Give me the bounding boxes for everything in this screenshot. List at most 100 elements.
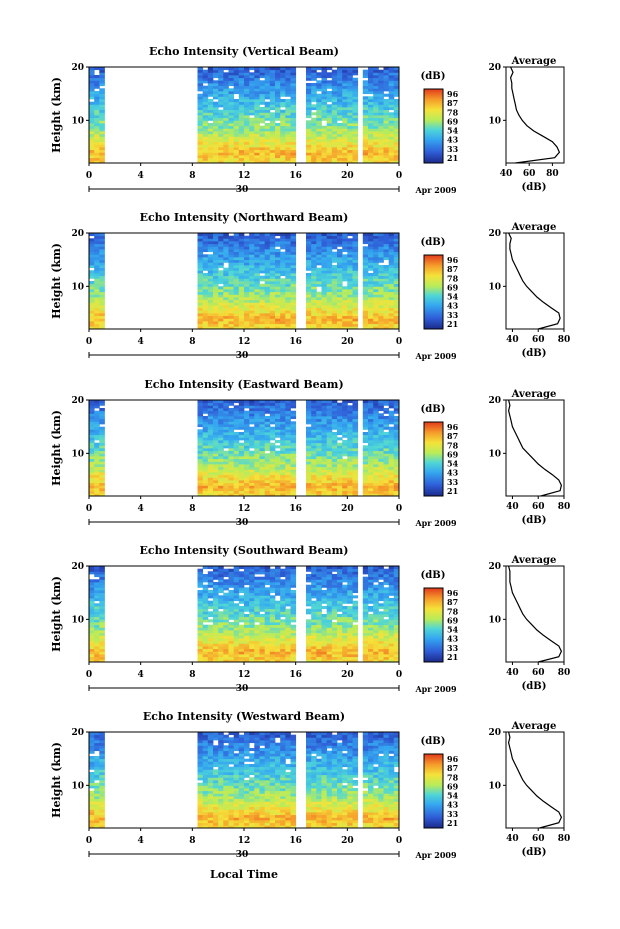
heatmap-cell	[238, 307, 245, 311]
heatmap-cell	[254, 640, 260, 644]
heatmap-cell	[94, 627, 100, 631]
heatmap-cell	[362, 416, 369, 420]
heatmap-cell	[306, 299, 312, 303]
heatmap-cell	[362, 402, 369, 406]
heatmap-cell	[337, 259, 343, 263]
heatmap-cell	[388, 243, 395, 247]
heatmap-cell	[207, 275, 214, 279]
heatmap-cell	[202, 133, 209, 137]
heatmap-cell	[228, 490, 235, 494]
heatmap-cell	[202, 408, 209, 412]
heatmap-cell	[321, 152, 328, 156]
heatmap-cell	[306, 323, 312, 327]
heatmap-cell	[342, 83, 348, 87]
heatmap-cell	[311, 482, 317, 486]
heatmap-cell	[280, 461, 286, 465]
heatmap-cell	[99, 69, 105, 73]
heatmap-cell	[290, 466, 297, 470]
heatmap-cell	[269, 416, 276, 420]
heatmap-cell	[362, 445, 369, 449]
heatmap-cell	[89, 608, 95, 612]
heatmap-cell	[311, 321, 317, 325]
heatmap-cell	[275, 587, 281, 591]
heatmap-cell	[280, 424, 286, 428]
heatmap-cell	[228, 474, 235, 478]
heatmap-cell	[94, 405, 100, 409]
heatmap-cell	[202, 318, 209, 322]
heatmap-cell	[259, 429, 266, 433]
heatmap-cell	[223, 619, 229, 623]
heatmap-cell	[89, 91, 95, 95]
heatmap-cell	[275, 630, 281, 634]
heatmap-cell	[316, 249, 322, 253]
heatmap-cell	[388, 123, 395, 127]
heatmap-cell	[254, 437, 260, 441]
heatmap-cell	[378, 315, 384, 319]
heatmap-cell	[316, 442, 322, 446]
heatmap-cell	[213, 262, 219, 266]
heatmap-cell	[337, 413, 343, 417]
heatmap-cell	[218, 579, 224, 583]
heatmap-cell	[285, 93, 291, 97]
heatmap-cell	[89, 67, 95, 71]
heatmap-cell	[99, 109, 105, 113]
heatmap-cell	[218, 251, 224, 255]
heatmap-cell	[311, 313, 317, 317]
heatmap-cell	[233, 233, 240, 237]
heatmap-cell	[94, 603, 100, 607]
heatmap-cell	[275, 485, 281, 489]
heatmap-cell	[202, 456, 209, 460]
heatmap-cell	[347, 251, 353, 255]
heatmap-cell	[383, 321, 390, 325]
heatmap-cell	[228, 117, 235, 121]
heatmap-cell	[280, 587, 286, 591]
heatmap-cell	[197, 646, 204, 650]
heatmap-cell	[388, 125, 395, 129]
heatmap-cell	[373, 278, 379, 282]
heatmap-cell	[233, 587, 240, 591]
heatmap-cell	[352, 257, 359, 261]
colorbar-tick-label: 54	[447, 459, 459, 469]
heatmap-cell	[249, 590, 255, 594]
heatmap-cell	[316, 437, 322, 441]
heatmap-cell	[228, 458, 235, 462]
heatmap-cell	[244, 125, 250, 129]
heatmap-cell	[342, 80, 348, 84]
heatmap-cell	[388, 96, 395, 100]
heatmap-cell	[254, 294, 260, 298]
heatmap-cell	[331, 315, 338, 319]
heatmap-cell	[393, 144, 400, 148]
heatmap-cell	[207, 77, 214, 81]
heatmap-cell	[362, 278, 369, 282]
heatmap-cell	[316, 115, 322, 119]
heatmap-cell	[362, 305, 369, 309]
heatmap-cell	[280, 480, 286, 484]
x-tick-label: 0	[86, 171, 92, 181]
heatmap-cell	[89, 405, 95, 409]
heatmap-cell	[218, 241, 224, 245]
heatmap-cell	[228, 157, 235, 161]
heatmap-cell	[254, 93, 260, 97]
heatmap-cell	[285, 144, 291, 148]
heatmap-cell	[342, 155, 348, 159]
heatmap-cell	[285, 72, 291, 76]
heatmap-cell	[383, 246, 390, 250]
heatmap-cell	[238, 477, 245, 481]
heatmap-cell	[285, 630, 291, 634]
heatmap-cell	[254, 254, 260, 258]
heatmap-cell	[269, 286, 276, 290]
heatmap-cell	[285, 315, 291, 319]
heatmap-cell	[228, 638, 235, 642]
heatmap-cell	[233, 659, 240, 663]
heatmap-cell	[238, 432, 245, 436]
heatmap-cell	[218, 445, 224, 449]
heatmap-cell	[89, 453, 95, 457]
heatmap-cell	[99, 624, 105, 628]
heatmap-cell	[352, 294, 359, 298]
heatmap-cell	[99, 265, 105, 269]
heatmap-cell	[99, 598, 105, 602]
heatmap-cell	[280, 125, 286, 129]
heatmap-cell	[213, 418, 219, 422]
heatmap-cell	[321, 270, 328, 274]
heatmap-cell	[238, 584, 245, 588]
